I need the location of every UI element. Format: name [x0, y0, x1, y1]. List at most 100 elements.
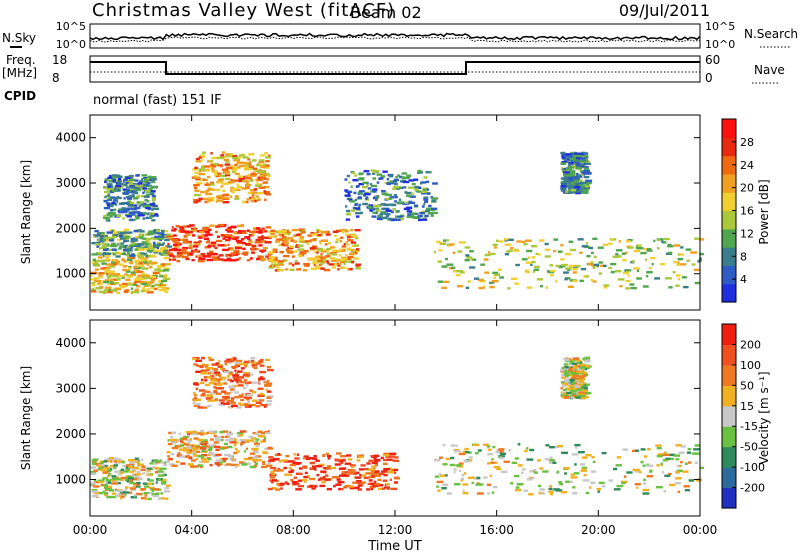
echo-cell [581, 369, 584, 372]
echo-cell [578, 391, 586, 394]
echo-cell [238, 179, 243, 183]
echo-cell [192, 447, 199, 450]
echo-cell [352, 252, 358, 255]
echo-cell [179, 455, 186, 458]
echo-cell [214, 383, 219, 386]
echo-cell [126, 252, 131, 255]
x-tick-label: 04:00 [174, 523, 209, 537]
echo-cell [255, 401, 262, 405]
echo-cell [135, 236, 141, 239]
echo-cell [229, 253, 233, 257]
echo-cell [255, 169, 262, 172]
echo-cell [582, 159, 588, 162]
echo-cell [186, 448, 190, 452]
echo-cell [565, 277, 571, 280]
echo-cell [347, 192, 351, 195]
echo-cell [259, 364, 265, 367]
echo-cell [138, 204, 142, 207]
echo-cell [580, 173, 584, 177]
echo-cell [585, 453, 592, 457]
echo-cell [152, 196, 156, 200]
velocity-x-ticks: 00:00 04:00 08:00 12:00 16:00 20:00 00:00 [73, 320, 717, 537]
echo-cell [314, 259, 317, 262]
echo-cell [421, 210, 427, 214]
echo-cell [571, 394, 578, 397]
echo-cell [356, 185, 360, 188]
echo-cell [163, 269, 170, 272]
echo-cell [677, 258, 680, 261]
echo-cell [112, 457, 119, 460]
echo-cell [262, 172, 267, 176]
echo-cell [257, 192, 264, 195]
echo-cell [347, 255, 354, 259]
echo-cell [300, 240, 308, 244]
echo-cell [134, 460, 141, 464]
echo-cell [563, 396, 568, 399]
echo-cell [665, 277, 672, 280]
echo-cell [194, 399, 199, 402]
echo-cell [308, 457, 314, 460]
echo-cell [531, 256, 535, 259]
echo-cell [381, 216, 388, 220]
echo-cell [411, 182, 416, 186]
echo-cell [517, 443, 521, 446]
echo-cell [596, 265, 600, 268]
echo-cell [310, 231, 314, 235]
echo-cell [106, 213, 112, 216]
echo-cell [622, 448, 628, 451]
echo-cell [206, 181, 209, 185]
echo-cell [234, 197, 240, 200]
echo-cell [106, 475, 111, 478]
echo-cell [455, 444, 458, 448]
echo-cell [277, 453, 280, 456]
echo-cell [141, 237, 146, 240]
echo-cell [408, 186, 415, 189]
echo-cell [345, 484, 351, 488]
echo-cell [395, 215, 398, 218]
echo-cell [152, 212, 155, 215]
echo-cell [544, 458, 551, 461]
echo-cell [148, 230, 155, 233]
echo-cell [195, 387, 198, 390]
echo-cell [200, 190, 205, 194]
echo-cell [675, 458, 679, 461]
echo-cell [108, 473, 111, 476]
echo-cell [523, 243, 528, 246]
echo-cell [350, 241, 357, 244]
echo-cell [492, 485, 498, 489]
echo-cell [204, 379, 208, 382]
echo-cell [133, 494, 137, 497]
echo-cell [109, 263, 112, 266]
echo-cell [197, 235, 202, 238]
echo-cell [580, 151, 586, 155]
echo-cell [213, 188, 221, 192]
echo-cell [613, 467, 618, 471]
echo-cell [104, 269, 110, 272]
echo-cell [198, 236, 202, 239]
echo-cell [163, 490, 171, 493]
echo-cell [123, 209, 130, 212]
echo-cell [333, 485, 336, 488]
echo-cell [472, 443, 480, 447]
echo-cell [248, 165, 255, 168]
echo-cell [231, 458, 234, 461]
echo-cell [228, 235, 234, 239]
echo-cell [362, 194, 366, 197]
echo-cell [583, 163, 587, 166]
echo-cell [680, 445, 686, 448]
echo-cell [510, 246, 514, 250]
echo-cell [146, 193, 151, 196]
echo-cell [164, 473, 167, 477]
echo-cell [385, 455, 392, 458]
echo-cell [202, 441, 208, 444]
echo-cell [168, 431, 174, 435]
echo-cell [263, 190, 267, 193]
echo-cell [375, 211, 378, 214]
echo-cell [133, 265, 139, 268]
echo-cell [490, 461, 495, 464]
echo-cell [127, 204, 134, 207]
echo-cell [268, 258, 274, 261]
echo-cell [427, 211, 433, 215]
echo-cell [402, 186, 407, 189]
echo-cell [199, 442, 202, 445]
